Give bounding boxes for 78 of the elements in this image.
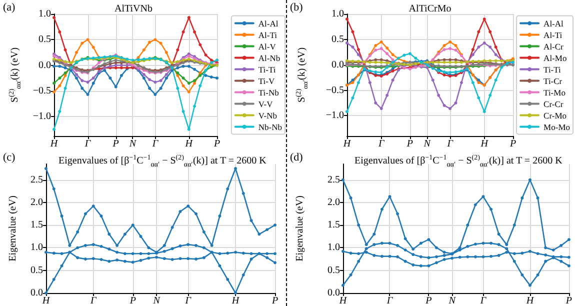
- legend-label: Ti-Mo: [544, 87, 566, 98]
- legend-label: Ti-Ti: [544, 64, 562, 74]
- y-tick-label: 1.0: [30, 242, 43, 254]
- x-tick-label: H: [480, 138, 489, 150]
- legend-label: V-V: [258, 98, 274, 109]
- x-tick-label: H: [49, 138, 58, 150]
- legend-label: Al-Mo: [544, 52, 567, 63]
- y-tick-label: 2.0: [328, 196, 340, 208]
- text: (c): [3, 152, 16, 164]
- y-axis-title: Eigenvalue (eV): [294, 196, 306, 262]
- x-tick-label: P: [508, 138, 516, 150]
- y-tick-label: −0.5: [32, 85, 52, 96]
- legend-label: Al-Ti: [258, 30, 278, 40]
- y-tick-label: −0.5: [326, 84, 344, 96]
- legend-label: V-Nb: [258, 110, 277, 120]
- x-tick-label: Γ: [90, 296, 97, 306]
- y-tick-label: 0.0: [328, 288, 340, 298]
- y-tick-label: 0.0: [30, 288, 43, 298]
- y-tick-label: −1.0: [326, 110, 344, 122]
- legend-label: Cr-Cr: [544, 98, 564, 109]
- x-tick-label: P: [128, 296, 136, 306]
- x-tick-label: Γ: [184, 296, 192, 306]
- legend-label: Al-Al: [544, 18, 564, 28]
- y-tick-label: 1.0: [332, 8, 344, 20]
- legend-label: Al-Nb: [258, 52, 280, 63]
- legend-label: Al-V: [258, 41, 277, 52]
- y-tick-label: 1.0: [38, 8, 52, 20]
- x-tick-label: Γ: [377, 138, 384, 150]
- legend-label: Nb-Nb: [258, 122, 282, 132]
- x-tick-label: Γ: [446, 138, 454, 150]
- legend-label: Ti-Ti: [258, 64, 276, 74]
- y-tick-label: 1.0: [328, 242, 340, 254]
- x-tick-label: Γ: [151, 138, 158, 150]
- text: (d): [290, 152, 304, 164]
- legend-label: Ti-V: [258, 76, 276, 86]
- y-axis-title: Eigenvalue (eV): [8, 196, 18, 262]
- x-tick-label: H: [41, 296, 50, 306]
- x-tick-label: P: [564, 296, 572, 306]
- legend-label: Al-Al: [258, 18, 279, 28]
- x-tick-label: H: [230, 296, 240, 306]
- y-tick-label: 0.5: [328, 264, 340, 276]
- x-tick-label: H: [525, 296, 534, 306]
- legend-label: Ti-Nb: [258, 87, 279, 98]
- y-tick-label: 0.0: [38, 60, 52, 71]
- chart-title: AlTiCrMo: [408, 4, 452, 14]
- x-tick-label: H: [184, 138, 194, 150]
- x-tick-label: N: [128, 138, 138, 150]
- y-tick-label: −1.0: [32, 111, 52, 122]
- legend-label: Ti-Cr: [544, 76, 562, 86]
- x-tick-label: N: [152, 296, 162, 306]
- y-tick-label: 1.5: [30, 220, 43, 231]
- legend-label: Cr-Mo: [544, 110, 567, 120]
- y-tick-label: 2.5: [30, 174, 43, 186]
- y-tick-label: 1.5: [328, 220, 340, 231]
- y-tick-label: 0.5: [332, 34, 344, 45]
- x-tick-label: Γ: [84, 138, 91, 150]
- x-tick-label: P: [270, 296, 278, 306]
- x-tick-label: H: [342, 138, 352, 150]
- y-tick-label: 2.0: [30, 196, 43, 208]
- y-tick-label: 0.5: [38, 34, 52, 46]
- y-tick-label: 0.0: [332, 59, 344, 70]
- legend-label: Al-Cr: [544, 41, 564, 52]
- text: (b): [290, 2, 304, 14]
- x-tick-label: Γ: [386, 296, 393, 306]
- y-tick-label: 2.5: [328, 174, 340, 186]
- x-tick-label: P: [212, 138, 220, 150]
- x-tick-label: N: [448, 296, 457, 306]
- chart-title: AlTiVNb: [114, 4, 152, 14]
- x-tick-label: Γ: [479, 296, 486, 306]
- x-tick-label: H: [338, 296, 348, 306]
- text: (a): [3, 2, 16, 14]
- legend-label: Mo-Mo: [544, 122, 570, 132]
- x-tick-label: P: [424, 296, 432, 306]
- y-tick-label: 0.5: [30, 264, 43, 276]
- legend-label: Al-Ti: [544, 30, 563, 40]
- x-tick-label: P: [112, 138, 119, 150]
- x-tick-label: N: [422, 138, 432, 150]
- x-tick-label: P: [406, 138, 414, 150]
